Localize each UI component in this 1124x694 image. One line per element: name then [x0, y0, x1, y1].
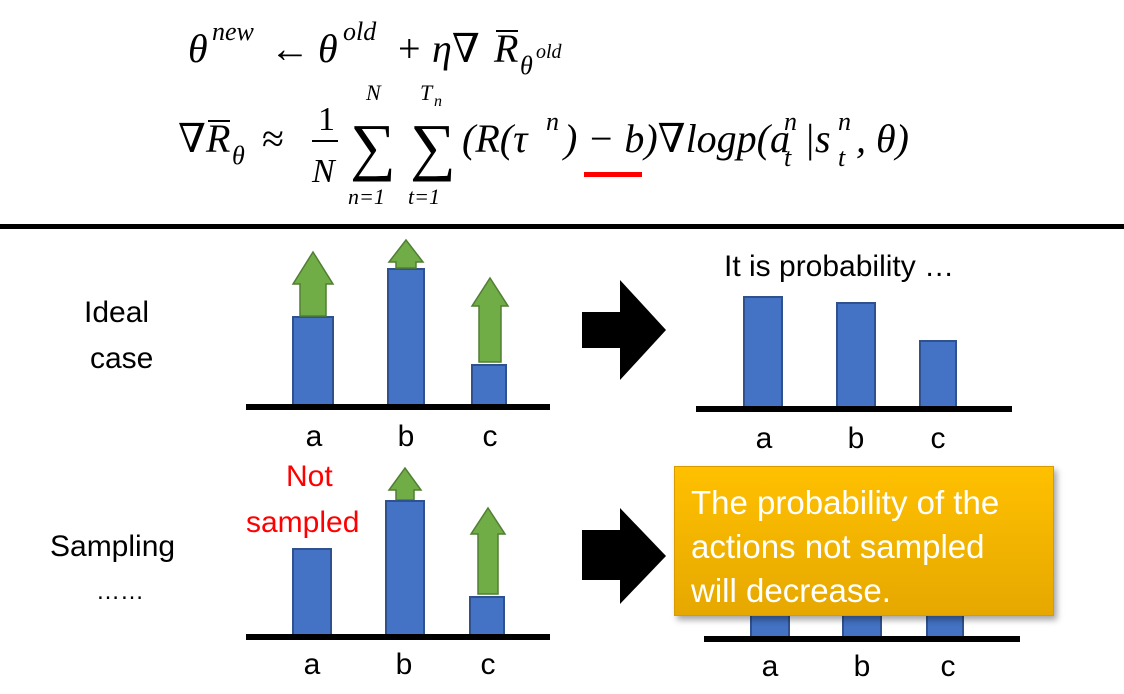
svg-text:N: N	[311, 153, 337, 190]
svg-text:∇: ∇	[178, 116, 206, 161]
up-arrow-icon	[291, 250, 335, 317]
right-arrow-icon	[582, 280, 666, 380]
svg-text:, θ): , θ)	[856, 116, 909, 161]
svg-text:≈: ≈	[262, 116, 284, 161]
ideal-right-tick-c: c	[930, 422, 946, 455]
svg-text:←: ←	[270, 26, 310, 71]
sampling-right-tick-b: b	[853, 650, 871, 683]
ideal-right-bar-a	[743, 296, 783, 410]
svg-text:T: T	[420, 80, 434, 105]
sampling-left-bar-a	[292, 548, 332, 638]
section-divider	[0, 224, 1124, 229]
svg-text:old: old	[343, 17, 377, 46]
sampling-left-tick-c: c	[480, 648, 496, 681]
formula-svg: θ new ← θ old + η∇ R θ old ∇ R θ ≈ 1 N ∑…	[178, 17, 909, 209]
up-arrow-icon	[387, 238, 425, 269]
ideal-left-tick-a: a	[305, 420, 323, 453]
sampling-left-bar-b	[385, 500, 425, 638]
up-arrow-icon	[469, 506, 507, 595]
svg-text:n: n	[784, 107, 797, 136]
sampling-left-tick-a: a	[303, 648, 321, 681]
svg-text:t=1: t=1	[408, 184, 440, 209]
sampling-label-line1: Sampling	[50, 530, 176, 563]
svg-text:R: R	[205, 116, 230, 161]
callout-text-line2: actions not sampled	[691, 528, 985, 565]
svg-text:n: n	[546, 107, 559, 136]
ideal-right-axis	[696, 406, 1012, 412]
sampling-right-tick-c: c	[940, 650, 956, 683]
svg-text:1: 1	[318, 101, 335, 138]
svg-text:+: +	[398, 26, 421, 71]
svg-text:n: n	[434, 93, 442, 110]
callout-text-line1: The probability of the	[691, 484, 1000, 521]
svg-text:θ: θ	[520, 51, 533, 80]
ideal-left-bar-c	[471, 364, 507, 408]
ideal-left-tick-c: c	[482, 420, 498, 453]
svg-text:|s: |s	[804, 116, 831, 161]
ideal-left-bar-b	[387, 268, 425, 408]
ideal-case-label-line1: Ideal	[84, 296, 150, 329]
formula-theta-new: θ	[188, 26, 208, 71]
callout-box: The probability of the actions not sampl…	[674, 466, 1054, 616]
svg-text:t: t	[784, 143, 792, 172]
ideal-right-bar-c	[919, 340, 957, 410]
sampling-right-axis	[704, 636, 1020, 642]
svg-text:n=1: n=1	[348, 184, 385, 209]
svg-text:η∇: η∇	[432, 26, 480, 71]
svg-text:θ: θ	[318, 26, 338, 71]
sampling-label-line2: ……	[96, 578, 144, 605]
up-arrow-icon	[387, 466, 423, 501]
svg-text:∑: ∑	[350, 111, 396, 182]
sampling-left-bar-c	[469, 596, 505, 638]
minus-b-highlight	[584, 172, 642, 177]
ideal-case-label-line2: case	[90, 342, 154, 375]
ideal-right-bar-b	[836, 302, 876, 410]
svg-text:θ: θ	[232, 141, 245, 170]
svg-text:old: old	[536, 41, 563, 63]
sampling-right-tick-a: a	[761, 650, 779, 683]
sampling-left-tick-b: b	[395, 648, 413, 681]
ideal-left-tick-b: b	[397, 420, 415, 453]
svg-text:) − b)∇logp(a: ) − b)∇logp(a	[562, 116, 790, 161]
svg-text:∑: ∑	[410, 111, 456, 182]
ideal-right-tick-b: b	[847, 422, 865, 455]
ideal-right-title: It is probability …	[724, 250, 955, 283]
not-sampled-label-line2: sampled	[246, 506, 360, 539]
svg-text:t: t	[838, 143, 846, 172]
ideal-right-tick-a: a	[755, 422, 773, 455]
svg-text:n: n	[838, 107, 851, 136]
svg-text:N: N	[365, 80, 382, 105]
not-sampled-label-line1: Not	[286, 460, 333, 493]
callout-text-line3: will decrease.	[691, 572, 891, 609]
formula-block: θ new ← θ old + η∇ R θ old ∇ R θ ≈ 1 N ∑…	[0, 0, 1124, 224]
up-arrow-icon	[470, 276, 510, 363]
sampling-left-axis	[246, 634, 550, 640]
right-arrow-icon	[582, 508, 666, 604]
svg-text:new: new	[212, 17, 255, 46]
svg-text:R: R	[493, 26, 518, 71]
svg-text:(R(τ: (R(τ	[462, 116, 529, 161]
ideal-left-axis	[246, 404, 550, 410]
